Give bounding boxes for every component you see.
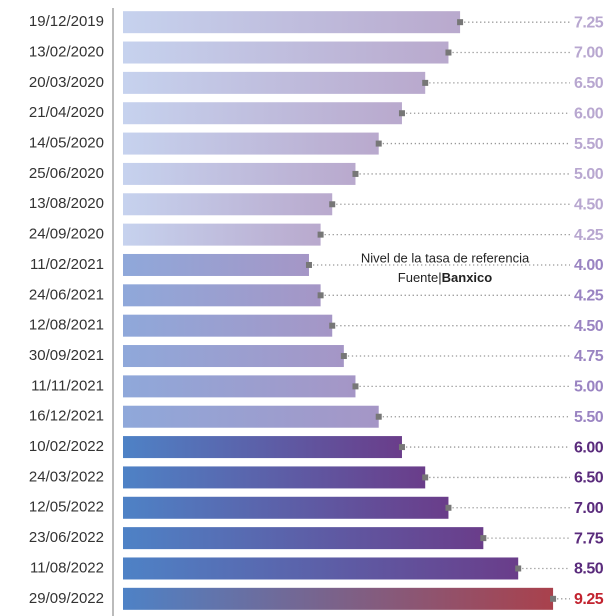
value-label: 6.50 [574, 470, 604, 487]
category-label: 11/11/2021 [31, 377, 104, 394]
bar [123, 345, 344, 368]
value-label: 6.50 [574, 75, 604, 92]
value-label: 5.50 [574, 136, 604, 153]
bar [123, 496, 449, 519]
value-label: 6.00 [574, 439, 604, 456]
end-marker [422, 79, 429, 86]
value-label: 7.25 [574, 14, 604, 31]
category-label: 20/03/2020 [29, 74, 104, 91]
end-marker [317, 231, 324, 238]
value-label: 5.00 [574, 379, 604, 396]
bar [123, 375, 356, 398]
bar [123, 193, 333, 216]
bar [123, 132, 379, 155]
bar [123, 436, 402, 459]
bar [123, 71, 426, 94]
value-label: 7.00 [574, 45, 604, 62]
end-marker [515, 565, 522, 572]
end-marker [305, 261, 312, 268]
end-marker [340, 353, 347, 360]
bar [123, 466, 426, 489]
category-label: 13/02/2020 [29, 43, 104, 60]
end-marker [550, 595, 557, 602]
value-label: 7.75 [574, 530, 604, 547]
category-label: 21/04/2020 [29, 104, 104, 121]
category-label: 11/08/2022 [30, 559, 104, 576]
bar [123, 587, 554, 610]
value-label: 4.50 [574, 318, 604, 335]
value-label: 8.50 [574, 561, 604, 578]
end-marker [457, 19, 464, 26]
source-name: Banxico [442, 270, 493, 285]
category-label: 30/09/2021 [29, 347, 104, 364]
bar [123, 314, 333, 337]
bar [123, 405, 379, 428]
category-label: 29/09/2022 [29, 590, 104, 607]
bar [123, 11, 461, 34]
category-label: 23/06/2022 [29, 529, 104, 546]
category-label: 14/05/2020 [29, 135, 104, 152]
value-label: 4.00 [574, 257, 604, 274]
end-marker [445, 504, 452, 511]
source-prefix: Fuente| [398, 270, 442, 285]
bar [123, 102, 402, 125]
value-label: 5.00 [574, 166, 604, 183]
value-label: 4.25 [574, 227, 604, 244]
value-label: 5.50 [574, 409, 604, 426]
category-label: 10/02/2022 [29, 438, 104, 455]
bar [123, 557, 519, 580]
end-marker [329, 322, 336, 329]
end-marker [445, 49, 452, 56]
category-label: 12/08/2021 [29, 317, 104, 334]
category-label: 19/12/2019 [29, 13, 104, 30]
source: Fuente|Banxico [398, 270, 492, 285]
end-marker [398, 444, 405, 451]
category-label: 11/02/2021 [30, 256, 104, 273]
end-marker [317, 292, 324, 299]
value-label: 4.50 [574, 196, 604, 213]
category-label: 24/09/2020 [29, 226, 104, 243]
bar [123, 527, 484, 550]
category-label: 12/05/2022 [29, 499, 104, 516]
bar [123, 223, 321, 246]
end-marker [352, 170, 359, 177]
category-label: 24/06/2021 [29, 286, 104, 303]
category-label: 24/03/2022 [29, 468, 104, 485]
value-label: 6.00 [574, 105, 604, 122]
bar [123, 41, 449, 64]
value-label: 9.25 [574, 591, 604, 608]
end-marker [480, 535, 487, 542]
value-label: 4.75 [574, 348, 604, 365]
category-label: 25/06/2020 [29, 165, 104, 182]
annotation: Nivel de la tasa de referencia [361, 250, 530, 265]
category-label: 16/12/2021 [29, 408, 104, 425]
end-marker [422, 474, 429, 481]
end-marker [398, 110, 405, 117]
bar [123, 284, 321, 307]
bar [123, 253, 309, 276]
end-marker [375, 140, 382, 147]
category-label: 13/08/2020 [29, 195, 104, 212]
end-marker [352, 383, 359, 390]
bar [123, 162, 356, 185]
value-label: 7.00 [574, 500, 604, 517]
end-marker [329, 201, 336, 208]
value-label: 4.25 [574, 288, 604, 305]
end-marker [375, 413, 382, 420]
